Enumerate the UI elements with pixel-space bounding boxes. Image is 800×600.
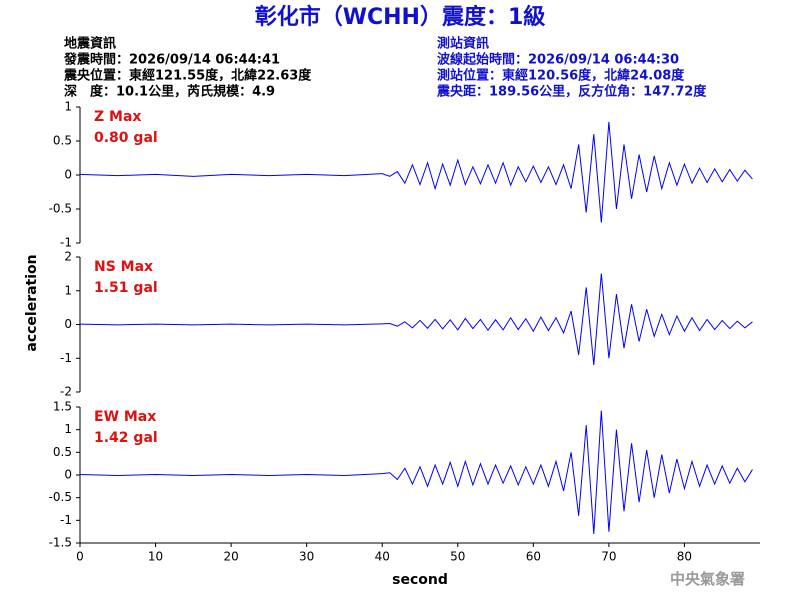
x-tick-label: 40 (375, 550, 390, 564)
chart-title: 彰化市（WCHH）震度：1級 (255, 4, 546, 30)
header-right: 測站位置：東經120.56度，北緯24.08度 (437, 68, 685, 84)
x-tick-label: 10 (148, 550, 163, 564)
header-left: 震央位置：東經121.55度，北緯22.63度 (63, 68, 312, 84)
panel-max: 1.51 gal (94, 280, 158, 296)
panel-label: EW Max (94, 409, 156, 425)
y-tick-label: -2 (60, 385, 72, 399)
x-tick-label: 0 (76, 550, 84, 564)
panel-label: Z Max (94, 109, 141, 125)
y-tick-label: -1.5 (49, 536, 72, 550)
header-left: 深 度：10.1公里，芮氏規模：4.9 (64, 84, 275, 100)
header-right: 波線起始時間：2026/09/14 06:44:30 (437, 52, 679, 68)
y-tick-label: 1 (64, 422, 72, 436)
y-tick-label: -1 (60, 513, 72, 527)
y-tick-label: -1 (60, 236, 72, 250)
panel-label: NS Max (94, 259, 153, 275)
header-left: 發震時間：2026/09/14 06:44:41 (63, 52, 280, 68)
waveform (79, 273, 753, 366)
y-tick-label: -0.5 (49, 490, 72, 504)
y-tick-label: -1 (60, 351, 72, 365)
y-tick-label: 0.5 (53, 134, 72, 148)
y-tick-label: 0 (64, 317, 72, 331)
x-tick-label: 20 (223, 550, 238, 564)
x-tick-label: 80 (677, 550, 692, 564)
header-left: 地震資訊 (64, 36, 116, 52)
panel-max: 0.80 gal (94, 130, 158, 146)
waveform (79, 121, 753, 223)
x-axis-label: second (392, 572, 448, 588)
y-tick-label: 2 (64, 250, 72, 264)
y-tick-label: 1.5 (53, 400, 72, 414)
y-tick-label: -0.5 (49, 202, 72, 216)
panel-max: 1.42 gal (94, 430, 158, 446)
header-right: 測站資訊 (437, 36, 489, 52)
x-tick-label: 50 (450, 550, 465, 564)
waveform (79, 410, 753, 534)
y-tick-label: 1 (64, 100, 72, 114)
y-tick-label: 0 (64, 468, 72, 482)
y-axis-label: acceleration (24, 254, 40, 351)
x-tick-label: 30 (299, 550, 314, 564)
y-tick-label: 0 (64, 168, 72, 182)
x-tick-label: 70 (601, 550, 616, 564)
x-tick-label: 60 (526, 550, 541, 564)
header-right: 震央距：189.56公里，反方位角：147.72度 (436, 84, 707, 100)
y-tick-label: 1 (64, 283, 72, 297)
y-tick-label: 0.5 (53, 445, 72, 459)
source: 中央氣象署 (670, 570, 745, 588)
